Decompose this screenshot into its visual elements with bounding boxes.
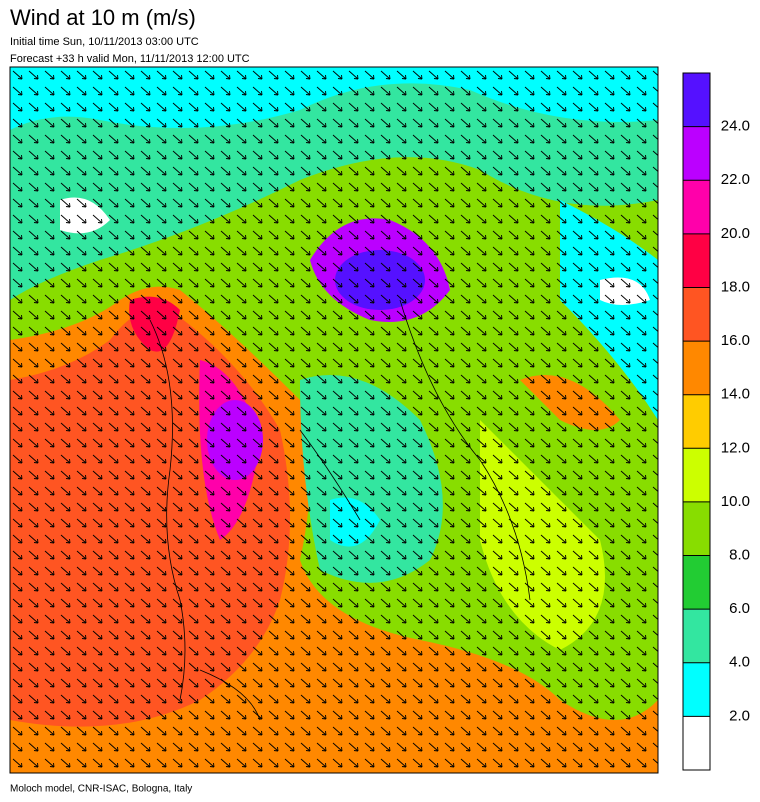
credit: Moloch model, CNR-ISAC, Bologna, Italy [10,784,192,795]
colorbar-label: 4.0 [729,654,750,671]
colorbar-band [683,501,710,556]
colorbar-label: 16.0 [721,332,750,349]
colorbar: 2.0 4.0 6.0 8.0 10.0 12.0 14.0 16.0 18.0 20.0 22.0… [682,72,750,771]
colorbar-band [683,609,710,663]
colorbar-label: 22.0 [721,171,750,188]
colorbar-label: 2.0 [729,707,750,724]
colorbar-frame [682,72,711,771]
colorbar-band [683,73,710,127]
colorbar-label: 20.0 [721,225,750,242]
colorbar-label: 8.0 [729,547,750,564]
colorbar-band [683,233,710,288]
colorbar-band [683,555,710,610]
wind-field [10,67,658,773]
colorbar-label: 24.0 [721,118,750,135]
colorbar-band [683,448,710,502]
initial-time: Initial time Sun, 10/11/2013 03:00 UTC [10,36,199,48]
colorbar-band [683,287,710,342]
colorbar-band [683,394,710,449]
wind-arrows [10,67,658,773]
colorbar-label: 6.0 [729,600,750,617]
colorbar-band [683,180,710,234]
forecast-time: Forecast +33 h valid Mon, 11/11/2013 12:… [10,53,250,65]
colorbar-label: 10.0 [721,493,750,510]
colorbar-band [683,662,710,717]
map-frame [9,66,659,774]
colorbar-band [683,341,710,395]
colorbar-label: 12.0 [721,439,750,456]
map-title: Wind at 10 m (m/s) [10,5,196,30]
colorbar-label: 14.0 [721,386,750,403]
coastlines [149,299,531,721]
colorbar-band [683,716,710,770]
colorbar-label: 18.0 [721,278,750,295]
colorbar-band [683,126,710,181]
